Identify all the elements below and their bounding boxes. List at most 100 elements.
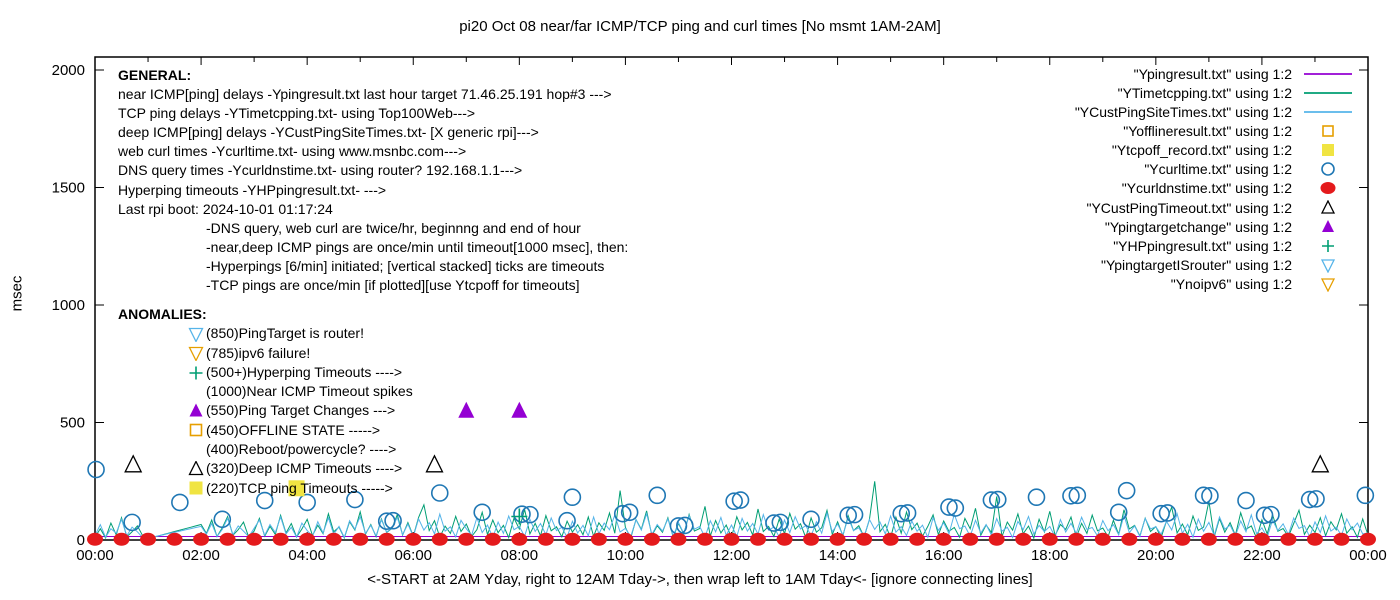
general-line: Last rpi boot: 2024-10-01 01:17:24 <box>118 200 333 217</box>
legend-label: "YCustPingSiteTimes.txt" using 1:2 <box>1074 103 1292 120</box>
legend-label: "Ycurltime.txt" using 1:2 <box>1144 161 1292 178</box>
legend-item: "Ycurltime.txt" using 1:2 <box>1075 160 1354 179</box>
anomaly-text: (785)ipv6 failure! <box>206 344 311 361</box>
tri-up-open-icon <box>188 461 204 476</box>
series-Ypingtargetchange <box>458 401 528 418</box>
tri-up-open-icon <box>1320 199 1336 214</box>
tri-up-filled-icon <box>189 403 203 417</box>
legend-item: "YCustPingTimeout.txt" using 1:2 <box>1075 198 1354 217</box>
anomaly-item: (1000)Near ICMP Timeout spikes <box>188 382 413 401</box>
series-YCustPingSiteTimes.txt <box>94 511 1369 540</box>
tri-down-open-icon <box>188 347 204 362</box>
y-tick-label: 1000 <box>52 297 85 314</box>
general-line: DNS query times -Ycurldnstime.txt- using… <box>118 162 523 179</box>
x-tick-label: 00:00 <box>76 547 114 564</box>
anomaly-rows: (850)PingTarget is router! (785)ipv6 fail… <box>118 324 413 498</box>
series-Ytcpoff_record.txt <box>288 480 305 497</box>
legend-label: "Yofflineresult.txt" using 1:2 <box>1123 122 1292 139</box>
circle-open-icon <box>1321 162 1335 177</box>
x-tick-label: 00:00 <box>1349 547 1387 564</box>
x-tick-label: 20:00 <box>1137 547 1175 564</box>
anomaly-text: (400)Reboot/powercycle? ----> <box>206 441 397 458</box>
anomaly-text: (450)OFFLINE STATE -----> <box>206 421 381 438</box>
square-filled-icon <box>189 481 203 495</box>
y-tick-label: 0 <box>77 532 85 549</box>
legend-label: "Ycurldnstime.txt" using 1:2 <box>1121 180 1292 197</box>
x-tick-label: 08:00 <box>501 547 539 564</box>
series-Ycurltime.txt <box>87 460 1375 535</box>
x-tick-label: 06:00 <box>394 547 432 564</box>
anomaly-text: (1000)Near ICMP Timeout spikes <box>206 383 413 400</box>
general-line: Hyperping timeouts -YHPpingresult.txt- -… <box>118 181 387 198</box>
legend-item: "Ynoipv6" using 1:2 <box>1075 275 1354 294</box>
anomalies-annotation-block: ANOMALIES: (850)PingTarget is router! (78… <box>118 305 413 498</box>
legend-item: "Ypingtargetchange" using 1:2 <box>1075 217 1354 236</box>
anomaly-item: (320)Deep ICMP Timeouts ----> <box>188 459 413 478</box>
legend-label: "YHPpingresult.txt" using 1:2 <box>1113 237 1292 254</box>
circle-filled-icon <box>1320 182 1336 195</box>
anomaly-item: (450)OFFLINE STATE -----> <box>188 421 413 440</box>
general-annotation-block: GENERAL: near ICMP[ping] delays -Ypingre… <box>118 66 628 295</box>
legend-item: "Ycurldnstime.txt" using 1:2 <box>1075 179 1354 198</box>
legend-label: "YCustPingTimeout.txt" using 1:2 <box>1086 199 1292 216</box>
line-icon <box>1304 110 1352 113</box>
y-axis-label: msec <box>8 275 26 312</box>
x-tick-label: 18:00 <box>1031 547 1069 564</box>
legend-label: "YpingtargetISrouter" using 1:2 <box>1100 256 1292 273</box>
square-open-icon <box>1322 125 1334 137</box>
anomaly-item: (850)PingTarget is router! <box>188 324 413 343</box>
legend-label: "Ypingtargetchange" using 1:2 <box>1104 218 1292 235</box>
legend-label: "YTimetcpping.txt" using 1:2 <box>1117 84 1292 101</box>
anomalies-heading: ANOMALIES: <box>118 306 207 322</box>
anomaly-item: (400)Reboot/powercycle? ----> <box>188 440 413 459</box>
general-line: web curl times -Ycurltime.txt- using www… <box>118 143 467 160</box>
legend-label: "Ypingresult.txt" using 1:2 <box>1133 65 1292 82</box>
x-tick-label: 04:00 <box>288 547 326 564</box>
y-tick-label: 2000 <box>52 62 85 79</box>
square-open-icon <box>189 424 203 437</box>
square-filled-icon <box>1322 144 1334 157</box>
general-line: TCP ping delays -YTimetcpping.txt- using… <box>118 105 476 122</box>
general-note-line: -Hyperpings [6/min] initiated; [vertical… <box>206 257 605 274</box>
line-icon <box>1304 72 1352 75</box>
legend-item: "Ypingresult.txt" using 1:2 <box>1075 64 1354 83</box>
series-Ycurldnstime.txt <box>87 532 1376 546</box>
y-tick-label: 500 <box>60 415 85 432</box>
tri-up-filled-icon <box>1322 219 1334 232</box>
legend-item: "YHPpingresult.txt" using 1:2 <box>1075 236 1354 255</box>
x-tick-label: 10:00 <box>607 547 645 564</box>
legend-label: "Ynoipv6" using 1:2 <box>1170 276 1292 293</box>
anomaly-item: (550)Ping Target Changes ---> <box>188 401 413 420</box>
legend-item: "YTimetcpping.txt" using 1:2 <box>1075 83 1354 102</box>
plus-icon <box>189 366 203 380</box>
y-tick-label: 1500 <box>52 180 85 197</box>
legend-item: "Ytcpoff_record.txt" using 1:2 <box>1075 141 1354 160</box>
general-note-line: -DNS query, web curl are twice/hr, begin… <box>206 219 581 236</box>
chart-title: pi20 Oct 08 near/far ICMP/TCP ping and c… <box>459 18 941 35</box>
x-tick-label: 14:00 <box>819 547 857 564</box>
x-axis-label: <-START at 2AM Yday, right to 12AM Tday-… <box>367 571 1033 588</box>
anomaly-item: (785)ipv6 failure! <box>188 344 413 363</box>
general-note-line: -near,deep ICMP pings are once/min until… <box>206 238 629 255</box>
series-YHPpingresult.txt <box>511 508 528 525</box>
tri-down-open-icon <box>188 327 204 342</box>
series-YCustPingTimeout.txt <box>124 454 1330 473</box>
x-tick-label: 12:00 <box>713 547 751 564</box>
tri-down-open-icon <box>1320 278 1336 293</box>
line-icon <box>1304 91 1352 94</box>
anomaly-text: (320)Deep ICMP Timeouts ----> <box>206 460 403 477</box>
plus-icon <box>1322 239 1334 252</box>
legend-item: "Yofflineresult.txt" using 1:2 <box>1075 121 1354 140</box>
legend-label: "Ytcpoff_record.txt" using 1:2 <box>1111 142 1292 159</box>
general-line: near ICMP[ping] delays -Ypingresult.txt … <box>118 86 612 103</box>
general-line: deep ICMP[ping] delays -YCustPingSiteTim… <box>118 124 539 141</box>
anomaly-text: (220)TCP ping Timeouts -----> <box>206 479 393 496</box>
x-tick-label: 02:00 <box>182 547 220 564</box>
x-tick-label: 22:00 <box>1243 547 1281 564</box>
anomaly-text: (850)PingTarget is router! <box>206 325 364 342</box>
anomaly-item: (220)TCP ping Timeouts -----> <box>188 479 413 498</box>
anomaly-item: (500+)Hyperping Timeouts ----> <box>188 363 413 382</box>
legend: "Ypingresult.txt" using 1:2 "YTimetcpping… <box>1075 64 1354 294</box>
